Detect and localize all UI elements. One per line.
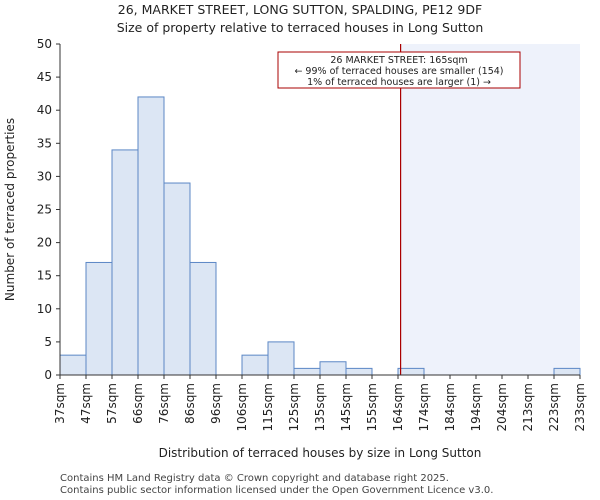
y-tick-label: 45 (37, 70, 52, 84)
y-tick-label: 25 (37, 203, 52, 217)
x-tick-label: 57sqm (105, 383, 119, 424)
y-tick-label: 35 (37, 136, 52, 150)
bar (137, 96, 165, 376)
annotation-line: ← 99% of terraced houses are smaller (15… (294, 66, 503, 77)
bar (163, 182, 191, 376)
bar (267, 341, 295, 376)
bar (111, 149, 139, 376)
bar (85, 261, 113, 376)
footer-licence: Contains public sector information licen… (60, 485, 494, 496)
x-tick-label: 135sqm (313, 383, 327, 431)
chart-title: 26, MARKET STREET, LONG SUTTON, SPALDING… (117, 2, 483, 17)
x-tick-label: 174sqm (417, 383, 431, 431)
x-tick-label: 194sqm (469, 383, 483, 431)
bar (553, 367, 581, 376)
x-tick-label: 66sqm (131, 383, 145, 424)
bar (319, 361, 347, 376)
x-tick-label: 86sqm (183, 383, 197, 424)
x-tick-label: 76sqm (157, 383, 171, 424)
annotation-box (277, 51, 521, 89)
x-axis-label: Distribution of terraced houses by size … (159, 446, 482, 460)
bar (189, 261, 217, 376)
bar (397, 367, 425, 376)
y-tick-label: 5 (44, 335, 52, 349)
highlight-region (400, 44, 580, 375)
x-tick-label: 106sqm (235, 383, 249, 431)
x-tick-label: 204sqm (495, 383, 509, 431)
y-tick-label: 40 (37, 103, 52, 117)
x-tick-label: 145sqm (339, 383, 353, 431)
histogram-chart: 0 5 10 15 20 25 30 35 40 45 50 37sqm 47sqm 57sqm 66sqm… (3, 37, 587, 460)
x-tick-label: 47sqm (79, 383, 93, 424)
annotation-line: 1% of terraced houses are larger (1) → (307, 77, 491, 88)
y-tick-label: 0 (44, 368, 52, 382)
chart-subtitle: Size of property relative to terraced ho… (116, 20, 484, 35)
y-tick-label: 30 (37, 169, 52, 183)
y-tick-label: 15 (37, 269, 52, 283)
x-tick-label: 223sqm (547, 383, 561, 431)
y-tick-label: 50 (37, 37, 52, 51)
x-tick-label: 164sqm (391, 383, 405, 431)
footer-copyright: Contains HM Land Registry data © Crown c… (60, 473, 449, 484)
y-axis-label: Number of terraced properties (3, 118, 17, 301)
x-tick-label: 184sqm (443, 383, 457, 431)
bar (345, 367, 373, 376)
y-tick-label: 20 (37, 236, 52, 250)
x-tick-label: 213sqm (521, 383, 535, 431)
bar (241, 354, 269, 376)
x-tick-label: 115sqm (261, 383, 275, 431)
x-tick-label: 37sqm (53, 383, 67, 424)
x-tick-label: 125sqm (287, 383, 301, 431)
x-tick-label: 96sqm (209, 383, 223, 424)
bar (293, 367, 321, 376)
x-tick-label: 233sqm (573, 383, 587, 431)
y-tick-label: 10 (37, 302, 52, 316)
x-tick-label: 155sqm (365, 383, 379, 431)
annotation-line: 26 MARKET STREET: 165sqm (330, 55, 467, 66)
bar (59, 354, 87, 376)
